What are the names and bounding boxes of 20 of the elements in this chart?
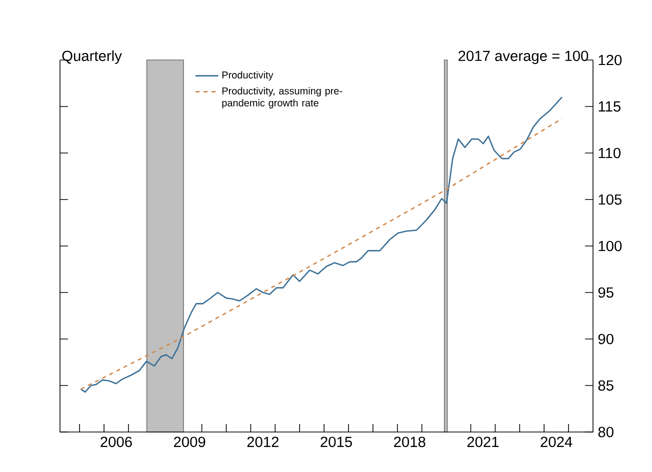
x-tick-label: 2015 <box>320 436 352 448</box>
y-tick-label: 85 <box>598 380 614 391</box>
x-tick-label: 2021 <box>467 436 499 448</box>
x-tick-label: 2024 <box>540 436 572 448</box>
x-tick-label: 2012 <box>247 436 279 448</box>
y-tick-label: 115 <box>598 101 620 112</box>
y-tick-label: 110 <box>598 148 621 158</box>
y-tick-label: 105 <box>598 194 622 205</box>
x-tick-label: 2006 <box>100 436 132 448</box>
y-tick-label: 100 <box>598 240 622 252</box>
annotation: Quarterly <box>62 50 122 64</box>
legend-label: Productivity <box>222 71 274 80</box>
legend-label: Productivity, assuming pre-pandemic growth rate <box>222 87 342 108</box>
x-tick-label: 2018 <box>394 436 426 448</box>
y-tick-label: 120 <box>598 54 622 66</box>
y-tick-label: 95 <box>598 287 614 298</box>
y-tick-label: 80 <box>598 426 614 438</box>
y-axis-title: 2017 average = 100 <box>458 50 588 64</box>
x-tick-label: 2009 <box>174 436 206 448</box>
y-tick-label: 90 <box>598 334 614 344</box>
